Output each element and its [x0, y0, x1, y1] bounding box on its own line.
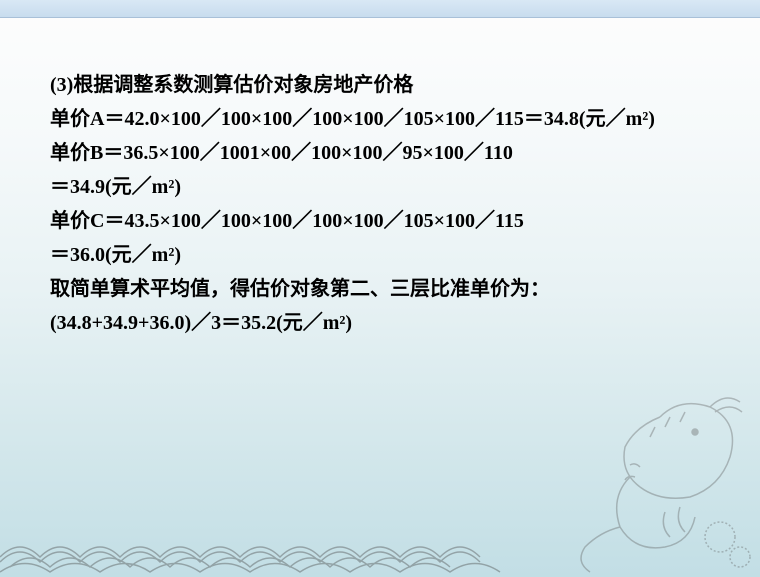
text-line-priceB: 单价B＝36.5×100／1001×00／100×100／95×100／110: [50, 136, 710, 170]
slide-content: (3)根据调整系数测算估价对象房地产价格 单价A＝42.0×100／100×10…: [0, 18, 760, 340]
text-line-priceA: 单价A＝42.0×100／100×100／100×100／105×100／115…: [50, 102, 710, 136]
text-line-average-desc: 取简单算术平均值，得估价对象第二、三层比准单价为：: [50, 272, 710, 306]
window-topbar: [0, 0, 760, 18]
text-line-priceB-result: ＝34.9(元／m²): [50, 170, 710, 204]
text-line-priceC: 单价C＝43.5×100／100×100／100×100／105×100／115: [50, 204, 710, 238]
text-line-average-calc: (34.8+34.9+36.0)／3＝35.2(元／m²): [50, 306, 710, 340]
text-line-priceC-result: ＝36.0(元／m²): [50, 238, 710, 272]
text-line-title: (3)根据调整系数测算估价对象房地产价格: [50, 68, 710, 102]
wave-decoration: [0, 487, 760, 577]
